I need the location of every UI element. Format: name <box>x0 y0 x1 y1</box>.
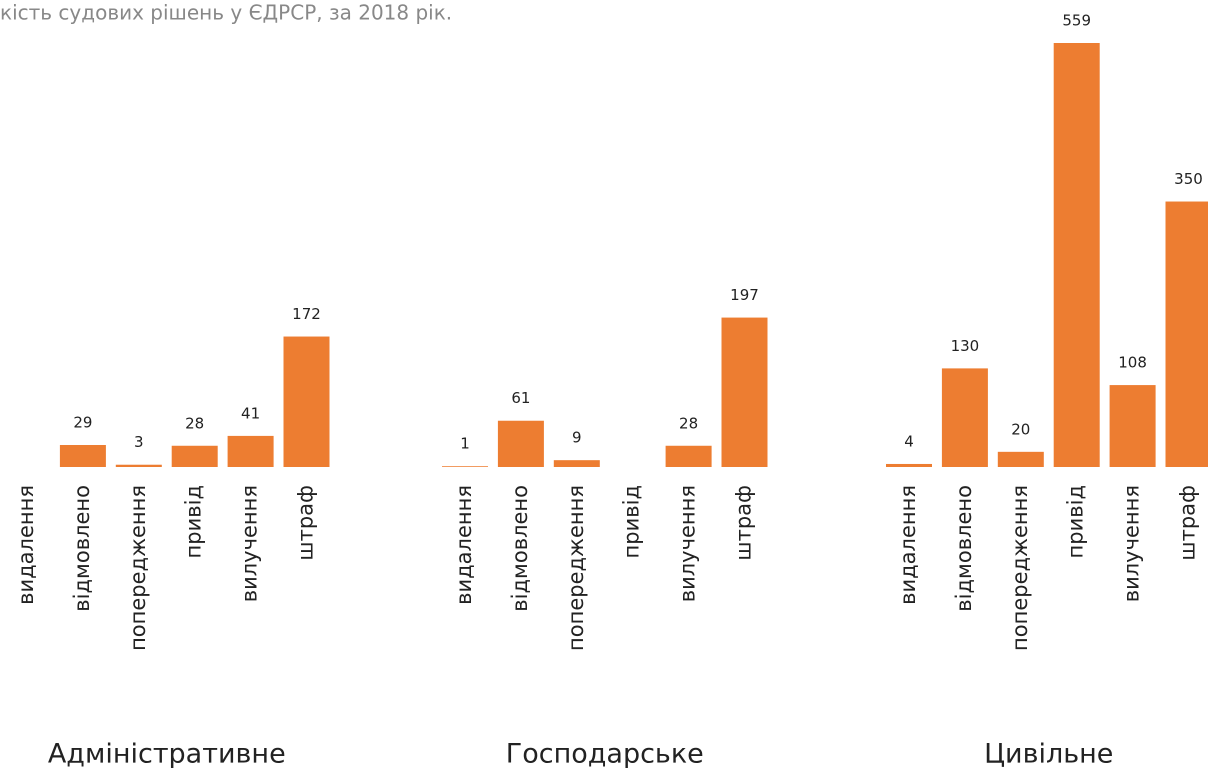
data-label: 197 <box>730 286 759 304</box>
x-tick-label: вилучення <box>1120 485 1144 602</box>
bar <box>1165 201 1208 467</box>
x-tick-label: привід <box>182 485 206 558</box>
x-tick-label: видалення <box>452 485 476 605</box>
data-label: 130 <box>951 337 980 355</box>
data-label: 61 <box>511 389 530 407</box>
x-tick-label: видалення <box>14 485 38 605</box>
bar <box>1109 385 1156 467</box>
group-label: Цивільне <box>984 739 1113 770</box>
bar <box>497 420 544 467</box>
bar <box>115 464 162 467</box>
bar <box>886 463 932 467</box>
bar <box>227 435 274 467</box>
bar <box>553 460 600 467</box>
bar <box>665 445 712 467</box>
data-label: 559 <box>1062 12 1091 30</box>
bar <box>941 368 988 467</box>
x-tick-label: штраф <box>732 485 756 561</box>
bar <box>59 445 106 467</box>
group-label: Господарське <box>506 739 704 770</box>
data-label: 28 <box>679 414 698 432</box>
x-tick-label: штраф <box>1176 485 1200 561</box>
x-tick-label: вилучення <box>676 485 700 602</box>
data-label: 9 <box>572 429 582 447</box>
data-label: 28 <box>185 414 204 432</box>
x-tick-label: попередження <box>126 485 150 651</box>
x-tick-label: вилучення <box>238 485 262 602</box>
x-tick-label: відмовлено <box>70 485 94 612</box>
data-label: 172 <box>292 305 321 323</box>
x-tick-label: видалення <box>896 485 920 605</box>
x-tick-label: попередження <box>1008 485 1032 651</box>
chart-title: кість судових рішень у ЄДРСР, за 2018 рі… <box>0 1 452 25</box>
x-tick-label: відмовлено <box>508 485 532 612</box>
bar <box>721 317 768 467</box>
group-label: Адміністративне <box>48 739 286 770</box>
data-label: 4 <box>904 432 914 450</box>
bar <box>283 336 330 467</box>
bar <box>171 445 218 467</box>
x-tick-label: попередження <box>564 485 588 651</box>
bar <box>1053 43 1100 467</box>
data-label: 108 <box>1118 354 1147 372</box>
data-label: 41 <box>241 404 260 422</box>
x-tick-label: відмовлено <box>952 485 976 612</box>
data-label: 29 <box>73 414 92 432</box>
data-label: 3 <box>134 433 144 451</box>
bar <box>997 451 1044 467</box>
data-label: 350 <box>1174 170 1203 188</box>
bar <box>442 466 488 467</box>
x-tick-label: штраф <box>294 485 318 561</box>
x-tick-label: привід <box>620 485 644 558</box>
x-tick-label: привід <box>1064 485 1088 558</box>
data-label: 1 <box>460 435 470 453</box>
data-label: 20 <box>1011 420 1030 438</box>
